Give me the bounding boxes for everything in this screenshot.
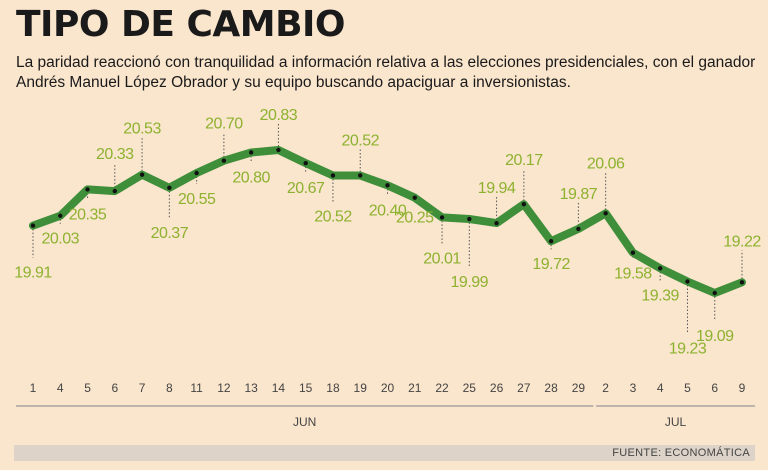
data-label: 19.23 <box>669 340 707 357</box>
data-point <box>358 173 363 178</box>
data-label: 20.52 <box>314 208 352 225</box>
data-label: 19.87 <box>560 186 598 203</box>
x-tick-label: 9 <box>739 381 746 395</box>
chart-title: TIPO DE CAMBIO <box>16 4 346 45</box>
data-label: 20.06 <box>587 155 625 172</box>
x-tick-label: 28 <box>544 381 558 395</box>
x-tick-label: 20 <box>381 381 395 395</box>
data-point <box>685 279 690 284</box>
data-point <box>657 266 663 271</box>
data-label: 20.35 <box>69 206 107 223</box>
x-tick-label: 4 <box>57 381 64 395</box>
x-tick-label: 7 <box>139 381 146 395</box>
x-tick-label: 8 <box>166 381 173 395</box>
data-label: 19.72 <box>532 256 570 273</box>
data-label: 20.80 <box>232 169 270 186</box>
x-tick-label: 3 <box>630 381 637 395</box>
data-point <box>494 220 499 226</box>
x-tick-label: 15 <box>299 381 313 395</box>
data-point <box>576 226 581 232</box>
data-point <box>739 280 745 285</box>
month-label: JUN <box>293 415 316 429</box>
data-point <box>603 211 608 216</box>
data-point <box>276 147 281 153</box>
data-label: 20.01 <box>423 250 461 267</box>
data-label: 20.70 <box>205 116 243 133</box>
data-label: 20.25 <box>396 210 434 227</box>
data-point <box>303 160 308 166</box>
data-point <box>194 170 199 176</box>
data-label: 20.17 <box>505 152 543 169</box>
x-tick-label: 29 <box>572 381 586 395</box>
data-point <box>85 187 90 192</box>
data-point <box>385 183 390 188</box>
line-chart: 19.91 20.03 20.35 20.33 20.53 20.37 20.55 20.70… <box>14 107 762 429</box>
data-label: 20.03 <box>41 231 79 248</box>
data-point <box>467 216 472 222</box>
data-point <box>439 215 445 220</box>
data-point <box>248 150 254 155</box>
x-tick-label: 25 <box>463 381 477 395</box>
data-label: 19.58 <box>614 266 652 283</box>
data-label: 20.67 <box>287 180 325 197</box>
data-label: 19.22 <box>723 233 761 250</box>
data-point <box>412 195 417 200</box>
data-point <box>712 290 717 296</box>
data-label: 19.99 <box>451 274 489 291</box>
data-point <box>548 239 554 244</box>
data-label: 19.09 <box>696 328 734 345</box>
data-label: 20.37 <box>151 225 189 242</box>
x-tick-label: 18 <box>326 381 340 395</box>
x-tick-label: 5 <box>684 381 691 395</box>
x-tick-label: 14 <box>272 381 286 395</box>
source-note: FUENTE: ECONOMÁTICA <box>612 447 750 459</box>
data-point <box>330 173 336 178</box>
month-label: JUL <box>665 415 687 429</box>
x-tick-label: 2 <box>602 381 609 395</box>
data-point <box>630 250 636 255</box>
data-label: 20.83 <box>260 107 298 124</box>
data-label: 19.94 <box>478 180 516 197</box>
data-point <box>58 213 63 218</box>
data-point <box>521 202 527 207</box>
data-point <box>139 172 145 177</box>
source-bar <box>14 445 755 461</box>
data-label: 20.33 <box>96 146 134 163</box>
data-label: 19.39 <box>641 287 679 304</box>
x-tick-label: 11 <box>190 381 203 395</box>
x-tick-label: 13 <box>244 381 258 395</box>
x-tick-label: 6 <box>711 381 718 395</box>
data-label: 20.52 <box>341 132 379 149</box>
x-tick-label: 27 <box>517 381 531 395</box>
data-point <box>221 158 227 163</box>
x-tick-label: 26 <box>490 381 504 395</box>
chart-subtitle: La paridad reaccionó con tranquilidad a … <box>16 54 756 91</box>
data-point <box>112 188 118 194</box>
data-label: 20.53 <box>123 121 161 138</box>
data-point <box>167 185 172 191</box>
data-label: 20.55 <box>178 191 216 208</box>
data-label: 19.91 <box>14 265 52 282</box>
x-tick-label: 19 <box>354 381 368 395</box>
x-tick-label: 4 <box>657 381 664 395</box>
x-tick-label: 21 <box>408 381 422 395</box>
x-tick-label: 22 <box>435 381 449 395</box>
data-point <box>30 223 36 228</box>
x-tick-label: 5 <box>84 381 91 395</box>
x-tick-label: 6 <box>111 381 118 395</box>
x-tick-label: 12 <box>217 381 231 395</box>
data-label: 20.40 <box>369 202 407 219</box>
x-tick-label: 1 <box>30 381 37 395</box>
